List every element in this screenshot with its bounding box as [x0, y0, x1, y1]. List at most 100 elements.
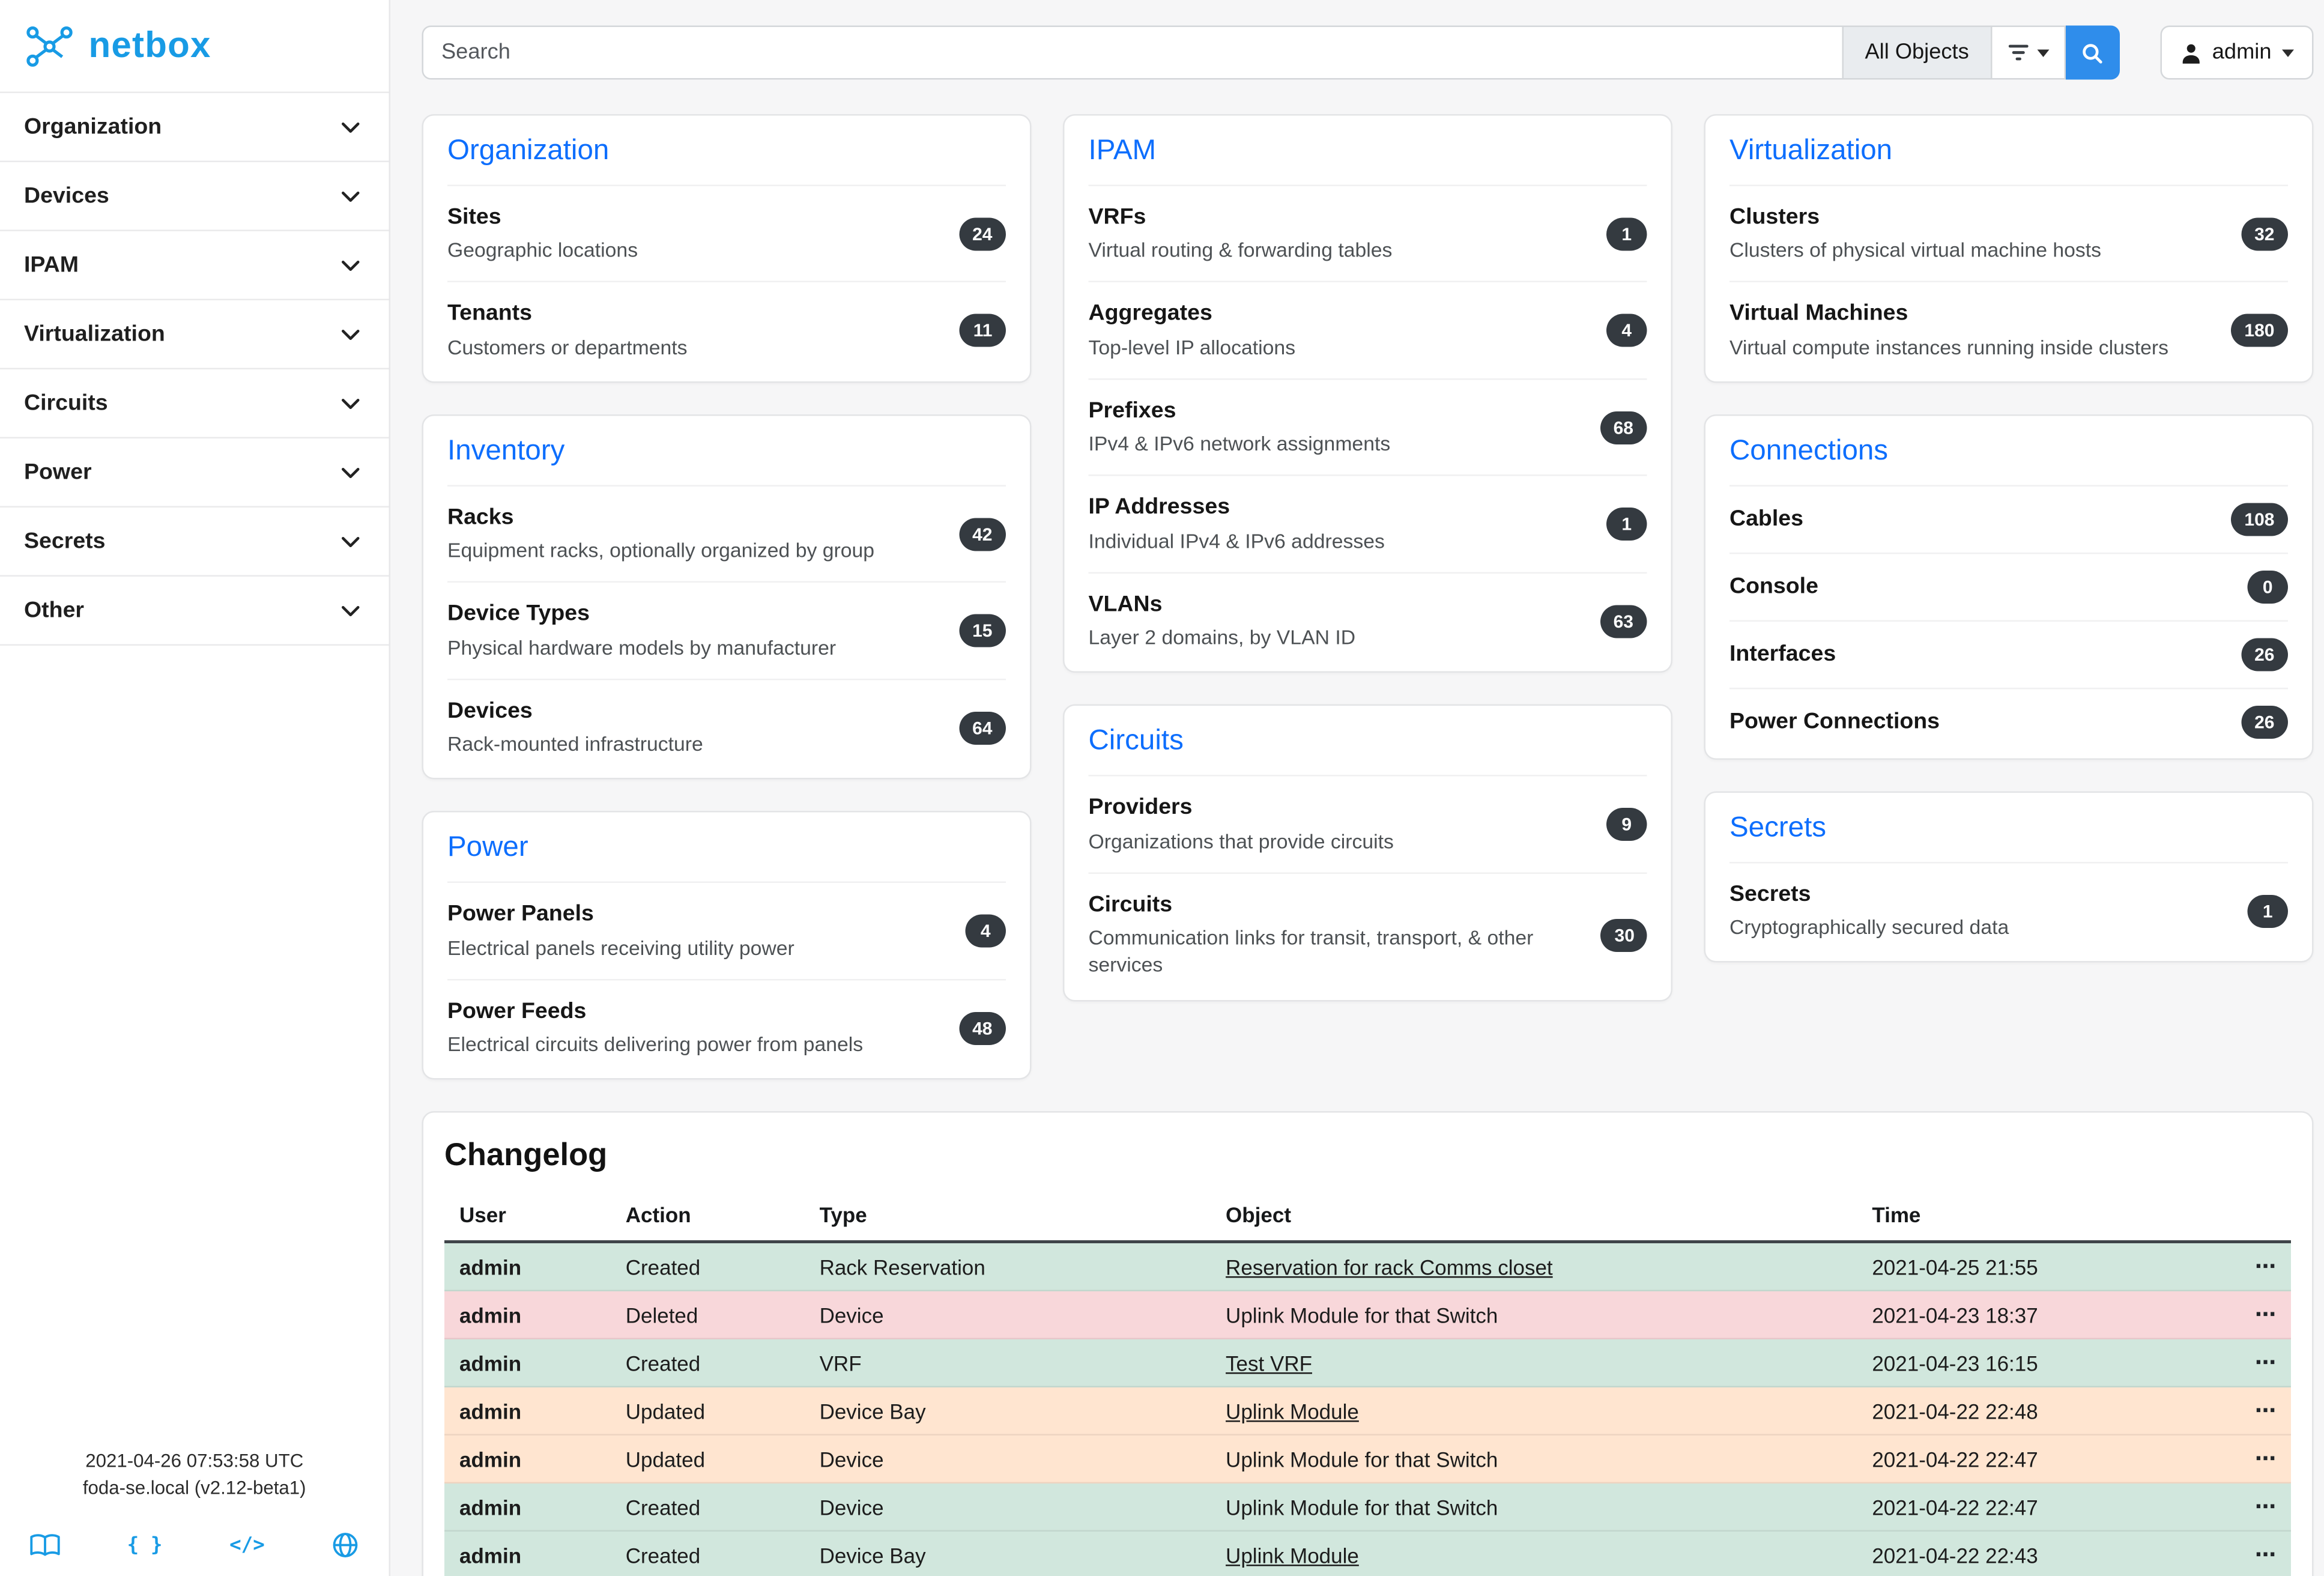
card-item-label[interactable]: Racks — [447, 504, 514, 530]
card-item-count-badge[interactable]: 4 — [1606, 314, 1647, 348]
card-item[interactable]: Providers Organizations that provide cir… — [1088, 775, 1647, 872]
card-item-count-badge[interactable]: 24 — [958, 217, 1006, 250]
card-item-count-badge[interactable]: 108 — [2230, 503, 2288, 536]
card-title[interactable]: Inventory — [447, 435, 565, 467]
sidebar-item[interactable]: Other — [0, 577, 389, 646]
card-item-label[interactable]: Power Connections — [1729, 708, 1940, 735]
card-item[interactable]: Racks Equipment racks, optionally organi… — [447, 485, 1006, 581]
card-item-label[interactable]: Aggregates — [1088, 301, 1212, 327]
sidebar-item[interactable]: IPAM — [0, 231, 389, 300]
card-item-label[interactable]: VLANs — [1088, 591, 1163, 617]
log-object-link[interactable]: Reservation for rack Comms closet — [1226, 1255, 1553, 1279]
card-title[interactable]: Power — [447, 832, 528, 864]
card-item-count-badge[interactable]: 68 — [1600, 411, 1647, 444]
card-item[interactable]: Virtual Machines Virtual compute instanc… — [1729, 281, 2288, 378]
card-item-label[interactable]: Power Panels — [447, 901, 594, 927]
card-item-label[interactable]: Prefixes — [1088, 398, 1176, 423]
card-item-count-badge[interactable]: 64 — [958, 711, 1006, 745]
sidebar-item[interactable]: Circuits — [0, 369, 389, 438]
sidebar-item[interactable]: Power — [0, 438, 389, 508]
card-item-label[interactable]: Secrets — [1729, 881, 1811, 907]
log-object-link[interactable]: Uplink Module — [1226, 1399, 1359, 1423]
search-input[interactable] — [422, 25, 1844, 80]
card-item[interactable]: Devices Rack-mounted infrastructure 64 — [447, 678, 1006, 775]
card-item[interactable]: Power Panels Electrical panels receiving… — [447, 882, 1006, 978]
log-row-menu-button[interactable]: ⋯ — [2217, 1242, 2291, 1292]
card-title[interactable]: Circuits — [1088, 726, 1184, 757]
sidebar-item[interactable]: Organization — [0, 93, 389, 162]
sidebar-item[interactable]: Devices — [0, 162, 389, 231]
card-item-label[interactable]: Interfaces — [1729, 641, 1836, 667]
card-item-label[interactable]: Circuits — [1088, 891, 1173, 918]
card-item[interactable]: VLANs Layer 2 domains, by VLAN ID 63 — [1088, 572, 1647, 668]
card-item[interactable]: Tenants Customers or departments 11 — [447, 281, 1006, 378]
search-submit-button[interactable] — [2065, 25, 2119, 80]
card-item[interactable]: Sites Geographic locations 24 — [447, 184, 1006, 282]
card-item-count-badge[interactable]: 30 — [1601, 918, 1647, 952]
card-item-label[interactable]: Power Feeds — [447, 998, 587, 1024]
card-item[interactable]: VRFs Virtual routing & forwarding tables… — [1088, 184, 1647, 282]
card-item-count-badge[interactable]: 1 — [2247, 894, 2288, 928]
card-item-label[interactable]: Providers — [1088, 795, 1193, 820]
card-item[interactable]: Device Types Physical hardware models by… — [447, 581, 1006, 679]
card-item-label[interactable]: Cables — [1729, 506, 1804, 532]
card-item[interactable]: Secrets Cryptographically secured data 1 — [1729, 861, 2288, 959]
card-item-count-badge[interactable]: 0 — [2247, 570, 2288, 604]
card-item-label[interactable]: Console — [1729, 573, 1818, 599]
sidebar-item[interactable]: Secrets — [0, 508, 389, 577]
card-item[interactable]: Clusters Clusters of physical virtual ma… — [1729, 184, 2288, 282]
card-item-label[interactable]: Tenants — [447, 301, 533, 327]
json-braces-icon[interactable]: { } — [127, 1533, 163, 1557]
card-item[interactable]: Power Connections 26 — [1729, 687, 2288, 756]
card-item-count-badge[interactable]: 48 — [958, 1011, 1006, 1044]
card-item-count-badge[interactable]: 1 — [1606, 508, 1647, 541]
user-menu-button[interactable]: admin — [2159, 25, 2314, 80]
docs-book-icon[interactable] — [30, 1532, 60, 1558]
card-item-count-badge[interactable]: 26 — [2241, 638, 2288, 671]
card-item[interactable]: Console 0 — [1729, 552, 2288, 620]
card-title[interactable]: Connections — [1729, 435, 1889, 467]
card-item-label[interactable]: Sites — [447, 204, 501, 230]
card-item-count-badge[interactable]: 1 — [1606, 217, 1647, 250]
card-item[interactable]: Aggregates Top-level IP allocations 4 — [1088, 281, 1647, 378]
log-object-link[interactable]: Uplink Module for that Switch — [1226, 1495, 1498, 1520]
card-item[interactable]: Power Feeds Electrical circuits deliveri… — [447, 978, 1006, 1076]
log-object-link[interactable]: Uplink Module for that Switch — [1226, 1303, 1498, 1327]
api-code-icon[interactable]: </> — [229, 1533, 265, 1557]
search-scope-button[interactable]: All Objects — [1842, 25, 1992, 80]
card-item-count-badge[interactable]: 63 — [1600, 604, 1647, 638]
log-object-link[interactable]: Uplink Module for that Switch — [1226, 1447, 1498, 1471]
log-row-menu-button[interactable]: ⋯ — [2217, 1531, 2291, 1576]
card-item-count-badge[interactable]: 15 — [958, 614, 1006, 647]
sidebar-item[interactable]: Virtualization — [0, 300, 389, 369]
log-object-link[interactable]: Uplink Module — [1226, 1543, 1359, 1568]
card-item-count-badge[interactable]: 9 — [1606, 808, 1647, 841]
card-item-label[interactable]: Clusters — [1729, 204, 1820, 230]
card-item[interactable]: Circuits Communication links for transit… — [1088, 872, 1647, 996]
card-item-count-badge[interactable]: 180 — [2230, 314, 2288, 348]
log-row-menu-button[interactable]: ⋯ — [2217, 1339, 2291, 1388]
card-item-count-badge[interactable]: 11 — [960, 314, 1006, 348]
card-item-count-badge[interactable]: 32 — [2241, 217, 2288, 250]
card-item-label[interactable]: VRFs — [1088, 204, 1146, 230]
brand-home-link[interactable]: netbox — [0, 0, 389, 92]
card-item-count-badge[interactable]: 4 — [965, 914, 1006, 948]
card-title[interactable]: Virtualization — [1729, 135, 1893, 167]
log-row-menu-button[interactable]: ⋯ — [2217, 1483, 2291, 1532]
card-item[interactable]: Prefixes IPv4 & IPv6 network assignments… — [1088, 378, 1647, 475]
card-item-label[interactable]: Devices — [447, 698, 533, 724]
globe-icon[interactable] — [331, 1532, 359, 1559]
log-row-menu-button[interactable]: ⋯ — [2217, 1387, 2291, 1436]
card-title[interactable]: IPAM — [1088, 135, 1157, 167]
log-row-menu-button[interactable]: ⋯ — [2217, 1291, 2291, 1340]
card-item-label[interactable]: Device Types — [447, 601, 590, 627]
card-item[interactable]: Interfaces 26 — [1729, 620, 2288, 688]
card-item-count-badge[interactable]: 26 — [2241, 705, 2288, 739]
card-item-label[interactable]: IP Addresses — [1088, 494, 1230, 521]
card-item[interactable]: Cables 108 — [1729, 485, 2288, 553]
card-item[interactable]: IP Addresses Individual IPv4 & IPv6 addr… — [1088, 475, 1647, 572]
card-item-label[interactable]: Virtual Machines — [1729, 301, 1908, 327]
card-title[interactable]: Secrets — [1729, 812, 1827, 844]
card-item-count-badge[interactable]: 42 — [958, 517, 1006, 551]
log-object-link[interactable]: Test VRF — [1226, 1351, 1312, 1375]
